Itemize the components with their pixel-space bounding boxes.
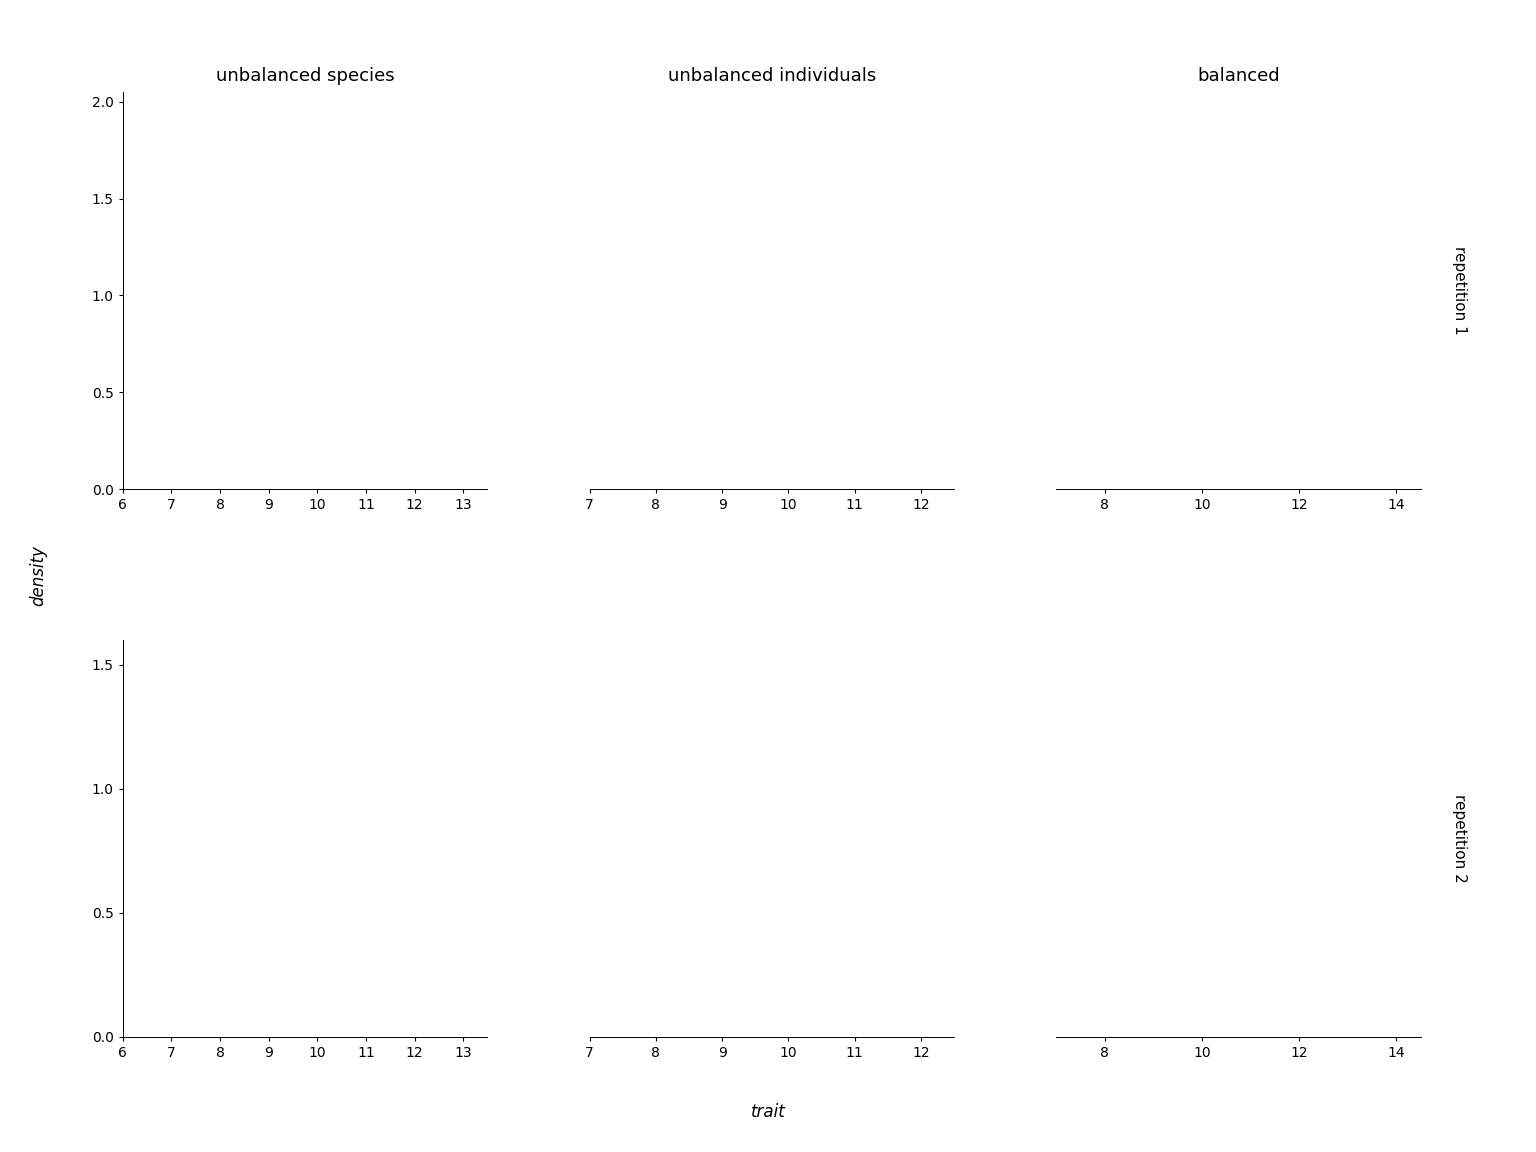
Text: density: density	[29, 546, 48, 606]
Title: balanced: balanced	[1197, 67, 1279, 85]
Text: repetition 1: repetition 1	[1452, 247, 1467, 335]
Title: unbalanced species: unbalanced species	[217, 67, 395, 85]
Text: trait: trait	[751, 1102, 785, 1121]
Title: unbalanced individuals: unbalanced individuals	[668, 67, 876, 85]
Text: repetition 2: repetition 2	[1452, 794, 1467, 882]
